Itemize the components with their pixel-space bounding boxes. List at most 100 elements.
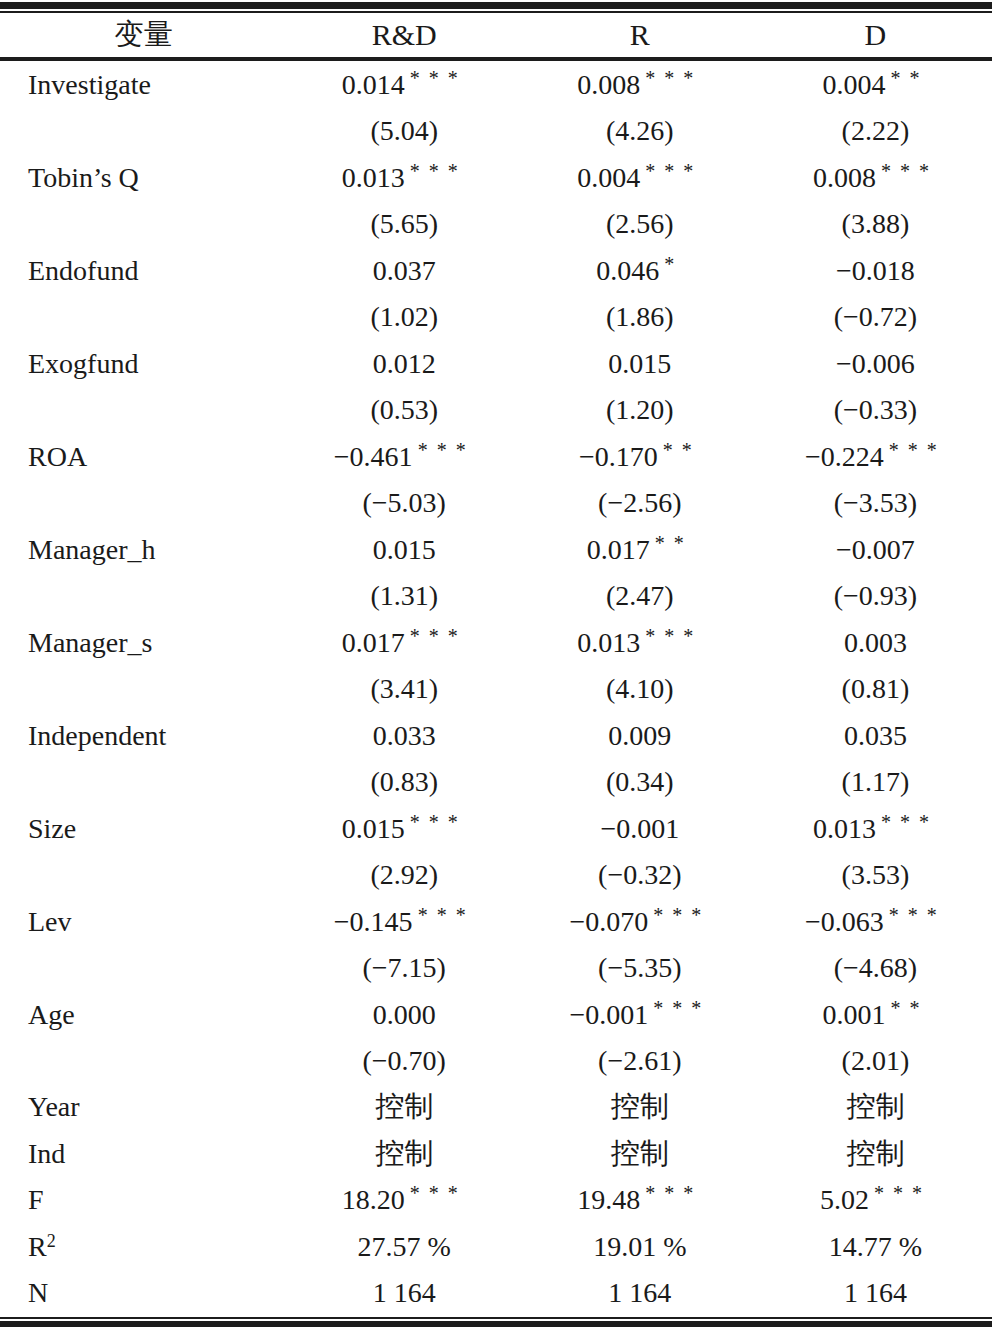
coefficient-cell: 0.037 [288,247,521,294]
t-statistic-row: (1.02)(1.86)(−0.72) [0,294,992,340]
coefficient-cell: 0.017*** [288,619,521,666]
t-statistic-row: (5.65)(2.56)(3.88) [0,201,992,247]
coefficient-cell: −0.001*** [521,991,759,1038]
summary-cell: 控制 [521,1131,759,1178]
coefficient-cell: 0.003 [759,619,992,666]
coefficient-cell: −0.001 [521,805,759,852]
t-value-cell: (1.02) [288,294,521,340]
coefficient-row: Manager_h0.0150.017**−0.007 [0,526,992,573]
coefficient-cell: 0.004** [759,59,992,108]
t-statistic-row: (−7.15)(−5.35)(−4.68) [0,945,992,991]
t-value-cell: (−0.32) [521,852,759,898]
t-value-cell: (3.53) [759,852,992,898]
coefficient-cell: 0.046* [521,247,759,294]
coefficient-cell: 0.008*** [521,59,759,108]
t-statistic-row: (0.83)(0.34)(1.17) [0,759,992,805]
summary-label: Ind [0,1131,288,1178]
significance-stars: *** [645,160,702,182]
coefficient-cell: 0.013*** [288,154,521,201]
regression-results-table: 变量 R&D R D Investigate0.014***0.008***0.… [0,13,992,1317]
t-value-cell: (4.26) [521,108,759,154]
column-header-rd: R&D [288,13,521,59]
coefficient-cell: −0.007 [759,526,992,573]
coefficient-row: Manager_s0.017***0.013***0.003 [0,619,992,666]
empty-label-cell [0,666,288,712]
coefficient-cell: −0.070*** [521,898,759,945]
variable-label: Manager_s [0,619,288,666]
summary-cell: 19.01 % [521,1224,759,1271]
coefficient-row: Tobin’s Q0.013***0.004***0.008*** [0,154,992,201]
t-value-cell: (1.31) [288,573,521,619]
coefficient-cell: 0.008*** [759,154,992,201]
summary-row: Ind控制控制控制 [0,1131,992,1178]
summary-cell: 控制 [288,1084,521,1131]
variable-label: Manager_h [0,526,288,573]
empty-label-cell [0,759,288,805]
t-statistic-row: (1.31)(2.47)(−0.93) [0,573,992,619]
t-value-cell: (−0.33) [759,387,992,433]
t-value-cell: (−3.53) [759,480,992,526]
coefficient-cell: 0.015 [521,340,759,387]
top-rule-thick [0,2,992,9]
empty-label-cell [0,1038,288,1084]
t-value-cell: (−0.72) [759,294,992,340]
coefficient-row: Lev−0.145***−0.070***−0.063*** [0,898,992,945]
significance-stars: *** [645,1182,702,1204]
significance-stars: *** [410,67,467,89]
variable-label: Independent [0,712,288,759]
variable-label: Lev [0,898,288,945]
column-header-variable: 变量 [0,13,288,59]
significance-stars: ** [663,439,701,461]
summary-row: F18.20***19.48***5.02*** [0,1177,992,1224]
empty-label-cell [0,852,288,898]
t-value-cell: (1.86) [521,294,759,340]
t-value-cell: (1.17) [759,759,992,805]
column-header-r: R [521,13,759,59]
significance-stars: *** [874,1182,931,1204]
summary-row: R227.57 %19.01 %14.77 % [0,1224,992,1271]
coefficient-row: Size0.015***−0.0010.013*** [0,805,992,852]
significance-stars: *** [418,904,475,926]
variable-label: Tobin’s Q [0,154,288,201]
empty-label-cell [0,945,288,991]
t-value-cell: (3.41) [288,666,521,712]
coefficient-row: Exogfund0.0120.015−0.006 [0,340,992,387]
summary-label: N [0,1270,288,1317]
variable-label: ROA [0,433,288,480]
coefficient-row: Endofund0.0370.046*−0.018 [0,247,992,294]
t-value-cell: (−7.15) [288,945,521,991]
coefficient-row: ROA−0.461***−0.170**−0.224*** [0,433,992,480]
variable-label: Endofund [0,247,288,294]
significance-stars: *** [881,160,938,182]
t-value-cell: (5.04) [288,108,521,154]
summary-cell: 1 164 [521,1270,759,1317]
summary-cell: 控制 [288,1131,521,1178]
coefficient-cell: 0.012 [288,340,521,387]
significance-stars: ** [655,532,693,554]
coefficient-cell: 0.000 [288,991,521,1038]
empty-label-cell [0,294,288,340]
summary-label: R2 [0,1224,288,1271]
summary-label: Year [0,1084,288,1131]
summary-cell: 控制 [759,1131,992,1178]
summary-cell: 控制 [759,1084,992,1131]
coefficient-cell: 0.014*** [288,59,521,108]
header-row: 变量 R&D R D [0,13,992,59]
coefficient-row: Independent0.0330.0090.035 [0,712,992,759]
empty-label-cell [0,201,288,247]
significance-stars: ** [890,67,928,89]
significance-stars: *** [653,904,710,926]
paper-regression-table-page: 变量 R&D R D Investigate0.014***0.008***0.… [0,0,992,1328]
summary-row: Year控制控制控制 [0,1084,992,1131]
significance-stars: *** [881,811,938,833]
empty-label-cell [0,573,288,619]
significance-stars: *** [410,1182,467,1204]
coefficient-cell: −0.006 [759,340,992,387]
t-value-cell: (2.56) [521,201,759,247]
coefficient-cell: 0.015 [288,526,521,573]
coefficient-cell: 0.015*** [288,805,521,852]
significance-stars: *** [645,67,702,89]
coefficient-row: Age0.000−0.001***0.001** [0,991,992,1038]
t-statistic-row: (−0.70)(−2.61)(2.01) [0,1038,992,1084]
coefficient-cell: −0.461*** [288,433,521,480]
